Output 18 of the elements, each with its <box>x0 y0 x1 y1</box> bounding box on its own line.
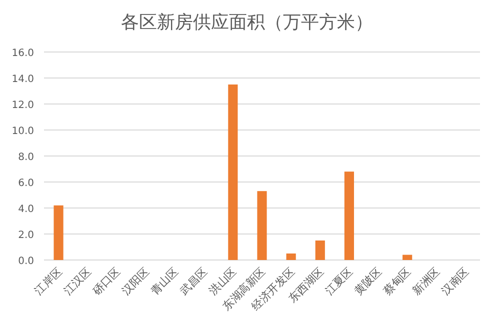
y-tick-label: 14.0 <box>12 74 34 85</box>
y-tick-label: 4.0 <box>18 204 34 215</box>
y-tick-label: 0.0 <box>18 256 34 267</box>
y-tick-label: 10.0 <box>12 126 34 137</box>
bar <box>286 254 296 260</box>
bar <box>315 240 325 260</box>
y-tick-label: 6.0 <box>18 178 34 189</box>
y-tick-label: 8.0 <box>18 152 34 163</box>
y-tick-label: 16.0 <box>12 48 34 59</box>
y-tick-label: 12.0 <box>12 100 34 111</box>
y-tick-label: 2.0 <box>18 230 34 241</box>
bar <box>54 205 64 260</box>
bar <box>257 191 267 260</box>
bar <box>228 84 238 260</box>
x-tick-label: 汉南区 <box>439 264 472 298</box>
chart-title: 各区新房供应面积（万平方米） <box>121 12 373 33</box>
bar <box>344 172 354 260</box>
bar <box>402 254 412 260</box>
